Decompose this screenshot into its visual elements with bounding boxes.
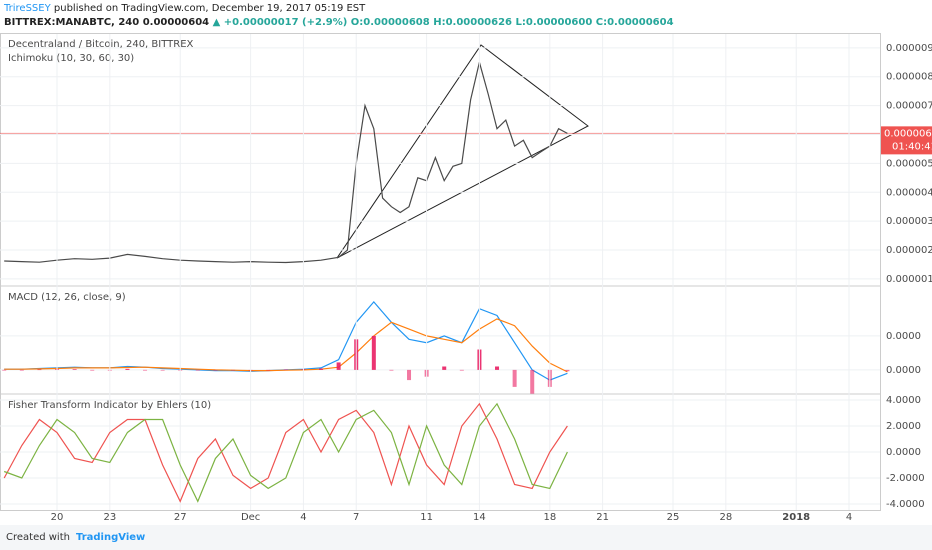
histogram-bar bbox=[319, 368, 324, 370]
x-tick-label: 21 bbox=[596, 512, 609, 520]
y-tick-label: 0.00000300 bbox=[886, 216, 932, 227]
histogram-bar bbox=[565, 369, 570, 372]
y-tick-label: 0.0000 bbox=[886, 447, 921, 458]
pane-title: Decentraland / Bitcoin, 240, BITTREX bbox=[8, 39, 194, 50]
histogram-bar bbox=[283, 369, 288, 371]
histogram-bar bbox=[72, 369, 77, 370]
series-line bbox=[4, 62, 568, 264]
y-tick-label: 0.0000 bbox=[886, 365, 921, 376]
x-tick-label: 4 bbox=[300, 512, 306, 520]
histogram-bar bbox=[231, 369, 236, 371]
y-tick-label: -4.0000 bbox=[886, 499, 925, 510]
histogram-bar bbox=[512, 369, 517, 387]
histogram-bar bbox=[160, 369, 165, 371]
x-tick-label: 11 bbox=[420, 512, 433, 520]
footer: Created with TradingView bbox=[0, 525, 932, 550]
header-line: TrireSSEY published on TradingView.com, … bbox=[4, 3, 365, 14]
y-tick-label: 0.00000500 bbox=[886, 158, 932, 169]
x-tick-label: 23 bbox=[103, 512, 116, 520]
y-tick-label: 4.0000 bbox=[886, 395, 921, 406]
histogram-bar bbox=[495, 366, 500, 370]
x-tick-label: 28 bbox=[719, 512, 732, 520]
symbol-line: BITTREX:MANABTC, 240 0.00000604 ▲ +0.000… bbox=[4, 17, 674, 28]
price-label-box bbox=[881, 126, 932, 155]
histogram-bar bbox=[195, 369, 200, 371]
histogram-bar bbox=[371, 335, 376, 370]
histogram-bar bbox=[266, 369, 271, 371]
series-line bbox=[3, 402, 568, 503]
x-tick-label: 20 bbox=[51, 512, 64, 520]
countdown: 01:40:41 bbox=[892, 141, 932, 152]
symbol: BITTREX:MANABTC, 240 bbox=[4, 17, 140, 28]
histogram-bar bbox=[125, 368, 130, 370]
y-tick-label: 0.0000 bbox=[886, 331, 921, 342]
footer-created: Created with bbox=[6, 532, 70, 543]
plot-frame bbox=[0, 33, 881, 511]
histogram-bar bbox=[336, 362, 341, 370]
last: 0.00000604 bbox=[142, 17, 210, 28]
ohlc: O:0.00000608 bbox=[350, 17, 430, 28]
y-tick-label: 0.00000100 bbox=[886, 274, 932, 285]
ohlc: H:0.00000626 bbox=[433, 17, 512, 28]
change: ▲ +0.00000017 (+2.9%) bbox=[212, 17, 348, 28]
x-tick-label: 14 bbox=[473, 512, 486, 520]
histogram-bar bbox=[213, 369, 218, 371]
series-line bbox=[4, 318, 568, 373]
x-tick-label: 4 bbox=[846, 512, 852, 520]
x-tick-label: 18 bbox=[543, 512, 556, 520]
y-tick-label: 0.00000900 bbox=[886, 43, 932, 54]
histogram-bar bbox=[2, 369, 7, 371]
author[interactable]: TrireSSEY bbox=[4, 3, 51, 14]
histogram-bar bbox=[407, 369, 412, 381]
ohlc: L:0.00000600 bbox=[515, 17, 593, 28]
footer-brand[interactable]: TradingView bbox=[76, 532, 146, 543]
y-tick-label: -2.0000 bbox=[886, 473, 925, 484]
histogram-bar bbox=[389, 369, 394, 371]
chart: 0.00000100 0.00000200 0.00000300 0.00000400… bbox=[0, 33, 932, 520]
price-label: 0.00000604 bbox=[884, 128, 932, 139]
pane-title: MACD (12, 26, close, 9) bbox=[8, 292, 126, 303]
ohlc: C:0.00000604 bbox=[595, 17, 674, 28]
x-tick-label: 27 bbox=[174, 512, 187, 520]
histogram-bar bbox=[90, 369, 95, 371]
x-tick-label: 25 bbox=[667, 512, 680, 520]
histogram-bar bbox=[143, 369, 148, 371]
pane-subtitle: Ichimoku (10, 30, 60, 30) bbox=[8, 53, 134, 64]
published: published on TradingView.com, December 1… bbox=[53, 3, 366, 14]
y-tick-label: 2.0000 bbox=[886, 421, 921, 432]
pane-title: Fisher Transform Indicator by Ehlers (10… bbox=[8, 400, 211, 411]
histogram-bar bbox=[530, 369, 535, 394]
y-tick-label: 0.00000700 bbox=[886, 101, 932, 112]
histogram-bar bbox=[442, 366, 447, 370]
histogram-bar bbox=[459, 369, 464, 371]
histogram-bar bbox=[19, 369, 24, 371]
y-tick-label: 0.00000400 bbox=[886, 187, 932, 198]
y-tick-label: 0.00000800 bbox=[886, 72, 932, 83]
x-tick-label: 2018 bbox=[782, 512, 810, 520]
histogram-bar bbox=[37, 369, 42, 371]
x-tick-label: Dec bbox=[241, 512, 260, 520]
y-tick-label: 0.00000200 bbox=[886, 245, 932, 256]
x-tick-label: 7 bbox=[353, 512, 359, 520]
series-line bbox=[3, 402, 568, 503]
